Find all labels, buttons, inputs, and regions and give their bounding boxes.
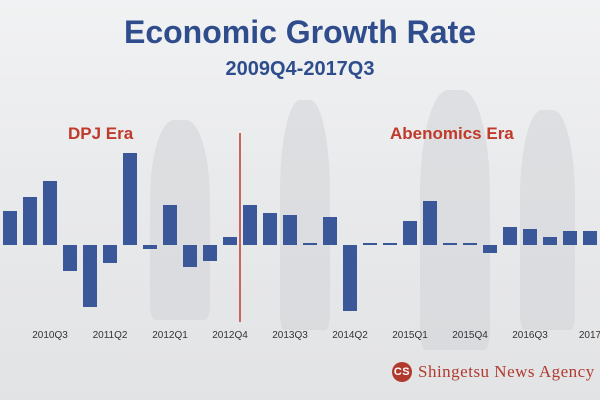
bar-2012Q1 [163, 205, 177, 245]
bar-2014Q1 [323, 217, 337, 245]
bars-group [3, 153, 597, 311]
publisher-brand: CS Shingetsu News Agency [392, 362, 595, 382]
publisher-logo-icon: CS [392, 362, 412, 382]
bar-2016Q3 [523, 229, 537, 245]
bar-2010Q4 [63, 245, 77, 271]
bar-2011Q1 [83, 245, 97, 307]
bar-2012Q4 [223, 237, 237, 245]
bar-2011Q2 [103, 245, 117, 263]
bar-2015Q3 [443, 243, 457, 245]
bar-2013Q3 [283, 215, 297, 245]
bar-2016Q2 [503, 227, 517, 245]
annotation-dpj-era: DPJ Era [68, 124, 134, 143]
bar-2010Q3 [43, 181, 57, 245]
bar-2012Q3 [203, 245, 217, 261]
publisher-name: Shingetsu News Agency [418, 362, 595, 381]
bar-2015Q2 [423, 201, 437, 245]
bar-2015Q4 [463, 243, 477, 245]
bar-2016Q4 [543, 237, 557, 245]
x-tick-label: 2017 [579, 330, 600, 341]
annotation-abenomics-era: Abenomics Era [390, 124, 514, 143]
bar-2014Q4 [383, 243, 397, 245]
chart-title: Economic Growth Rate [123, 14, 477, 50]
x-tick-label: 2013Q3 [272, 330, 308, 341]
bar-2017Q1 [563, 231, 577, 245]
bar-2014Q3 [363, 243, 377, 245]
bar-2012Q2 [183, 245, 197, 267]
chart-subtitle: 2009Q4-2017Q3 [225, 58, 375, 80]
bar-2016Q1 [483, 245, 497, 253]
bar-2015Q1 [403, 221, 417, 245]
bar-2010Q1 [3, 211, 17, 245]
bar-2013Q4 [303, 243, 317, 245]
x-tick-label: 2014Q2 [332, 330, 368, 341]
x-tick-label: 2011Q2 [93, 330, 128, 341]
bar-2010Q2 [23, 197, 37, 245]
bar-2014Q2 [343, 245, 357, 311]
x-tick-label: 2012Q4 [212, 330, 248, 341]
x-tick-label: 2010Q3 [32, 330, 68, 341]
x-tick-label: 2015Q1 [392, 330, 428, 341]
bar-2017Q2 [583, 231, 597, 245]
bar-2011Q3 [123, 153, 137, 245]
bar-2013Q2 [263, 213, 277, 245]
x-tick-label: 2015Q4 [452, 330, 488, 341]
bar-2011Q4 [143, 245, 157, 249]
x-tick-label: 2012Q1 [152, 330, 188, 341]
x-tick-label: 2016Q3 [512, 330, 548, 341]
bar-2013Q1 [243, 205, 257, 245]
x-tick-labels: Q42010Q32011Q22012Q12012Q42013Q32014Q220… [32, 330, 600, 341]
